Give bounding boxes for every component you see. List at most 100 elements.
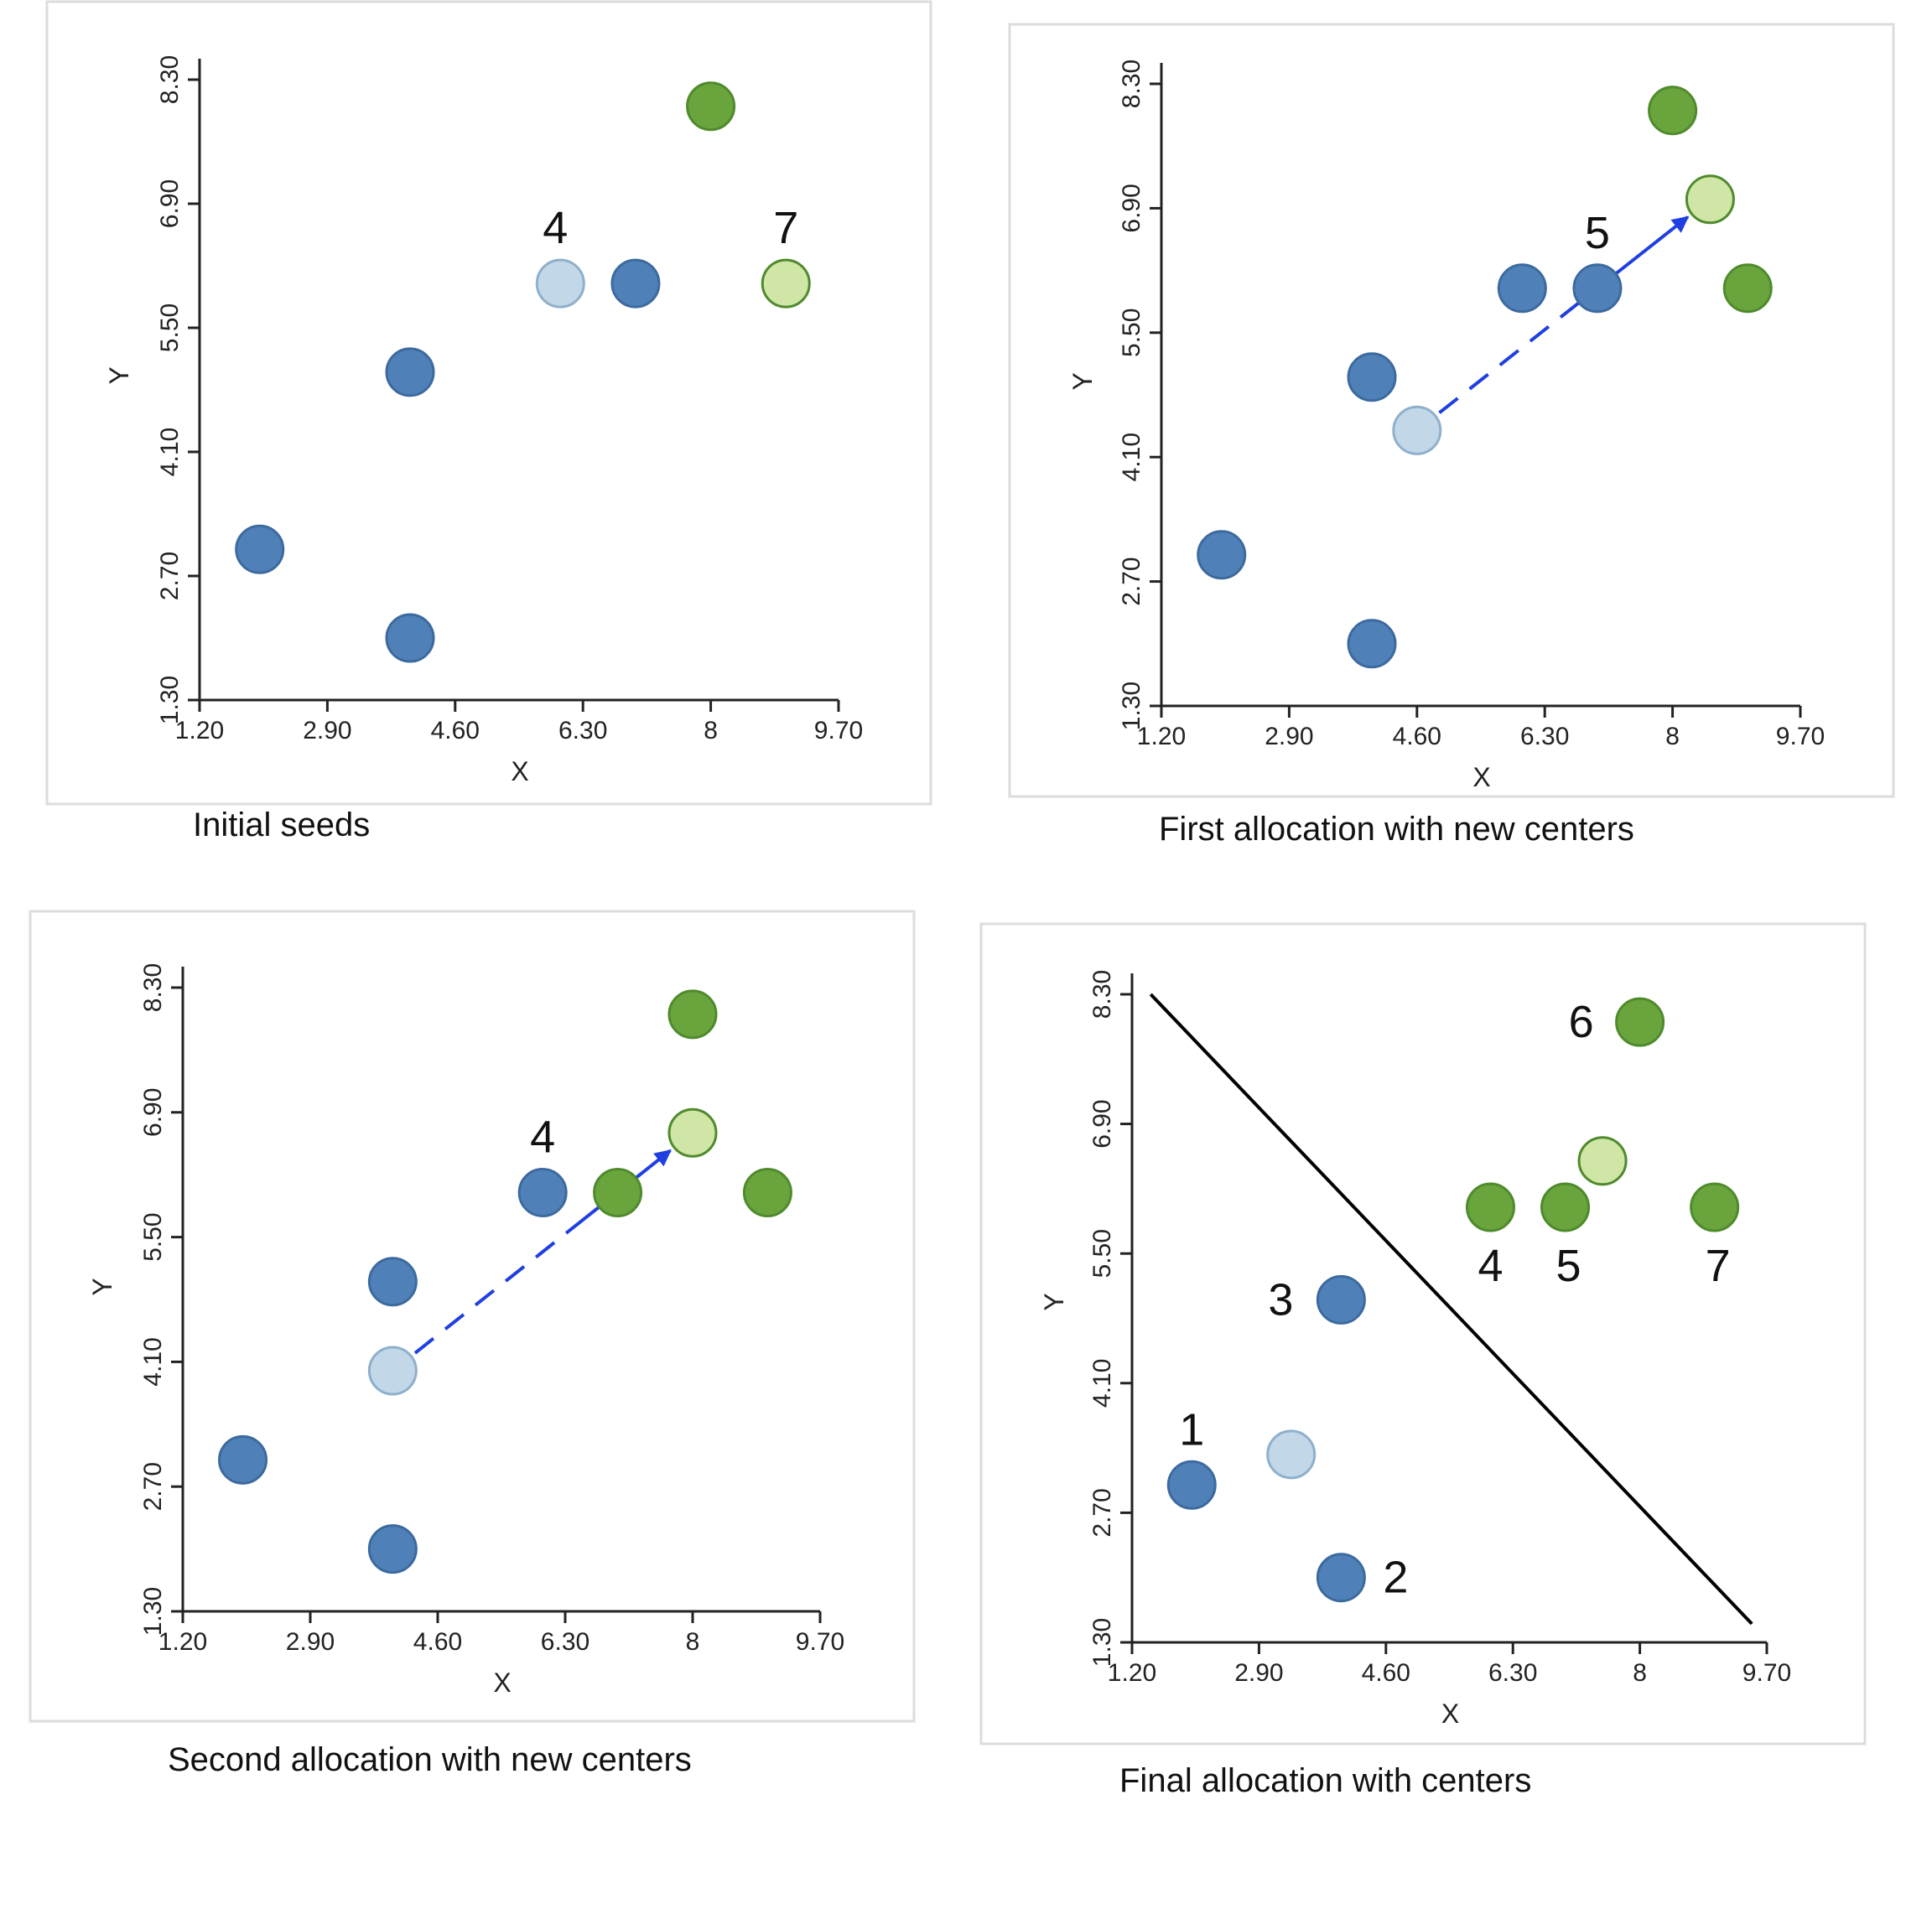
- y-tick-label: 5.50: [1088, 1229, 1116, 1278]
- y-axis-label: Y: [104, 366, 134, 384]
- y-tick-label: 6.90: [1118, 184, 1145, 232]
- point-label: 5: [1585, 208, 1610, 258]
- y-tick-label: 4.10: [156, 428, 184, 476]
- data-point-blue: [367, 1524, 418, 1574]
- data-point-blue: [385, 613, 435, 663]
- data-point-blue: [1166, 1460, 1217, 1510]
- panel-caption: Initial seeds: [193, 807, 370, 843]
- y-tick-label: 4.10: [139, 1337, 167, 1386]
- data-point-green: [1465, 1182, 1515, 1232]
- panel-frame: [1008, 23, 1895, 798]
- center-shift-arrow-dashed: [1438, 293, 1590, 414]
- x-tick-label: 9.70: [1742, 1659, 1791, 1687]
- data-point-blue: [1347, 619, 1397, 669]
- point-label: 7: [1706, 1241, 1731, 1291]
- point-label: 4: [1478, 1241, 1503, 1291]
- panel-second-allocation: 1.20 2.90 4.60 6.30 8 9.70 1.30 2.70 4.10 5.50 6.9…: [29, 910, 916, 1778]
- x-axis-label: X: [1441, 1699, 1459, 1729]
- center-shift-arrow-dashed: [413, 1230, 569, 1355]
- data-point-green: [1615, 997, 1665, 1047]
- x-tick-label: 1.20: [158, 1628, 207, 1656]
- y-axis-label: Y: [1067, 372, 1098, 390]
- cluster-divider-line: [1149, 993, 1753, 1626]
- x-tick-label: 2.90: [286, 1628, 335, 1656]
- x-tick-label: 2.90: [303, 717, 351, 744]
- panel-caption: Final allocation with centers: [1119, 1762, 1531, 1799]
- point-label: 4: [543, 203, 568, 253]
- data-point-blue: [1316, 1274, 1366, 1325]
- x-axis-label: X: [493, 1668, 511, 1698]
- data-point-blue: [1572, 263, 1623, 314]
- x-tick-label: 4.60: [413, 1628, 462, 1656]
- point-label: 1: [1179, 1404, 1204, 1455]
- x-tick-label: 6.30: [1488, 1659, 1537, 1687]
- data-point-light-blue: [535, 258, 585, 309]
- x-tick-label: 9.70: [1776, 723, 1825, 750]
- y-tick-label: 4.10: [1118, 433, 1145, 481]
- data-point-green: [1690, 1182, 1740, 1232]
- x-tick-label: 1.20: [175, 717, 224, 744]
- y-tick-label: 6.90: [1088, 1099, 1116, 1148]
- y-tick-label: 8.30: [1088, 970, 1116, 1019]
- x-tick-label: 8: [1633, 1659, 1647, 1687]
- y-tick-label: 1.30: [139, 1587, 167, 1636]
- panel-caption: First allocation with new centers: [1159, 811, 1634, 848]
- panel-first-allocation: 1.20 2.90 4.60 6.30 8 9.70 1.30 2.70 4.10 5.50 6.9…: [1008, 23, 1895, 848]
- x-tick-label: 4.60: [1362, 1659, 1410, 1687]
- data-point-green: [593, 1167, 643, 1217]
- data-point-blue: [1347, 352, 1397, 402]
- y-tick-label: 6.90: [139, 1088, 167, 1137]
- data-point-green: [742, 1167, 792, 1217]
- y-tick-label: 6.90: [156, 179, 184, 228]
- data-point-blue: [235, 524, 285, 574]
- x-tick-label: 2.90: [1234, 1659, 1283, 1687]
- y-tick-label: 2.70: [156, 552, 184, 600]
- data-point-green: [1722, 263, 1773, 314]
- data-point-green: [667, 989, 718, 1040]
- y-axis-label: Y: [1039, 1293, 1069, 1310]
- y-tick-label: 2.70: [139, 1462, 167, 1511]
- data-point-light-blue: [367, 1346, 418, 1396]
- data-point-light-green: [1577, 1136, 1628, 1186]
- x-tick-label: 6.30: [558, 717, 607, 744]
- y-tick-label: 1.30: [1088, 1618, 1116, 1667]
- data-point-blue: [1497, 263, 1547, 314]
- y-tick-label: 2.70: [1118, 557, 1145, 605]
- x-tick-label: 1.20: [1137, 723, 1186, 750]
- x-tick-label: 2.90: [1265, 723, 1313, 750]
- x-tick-label: 6.30: [541, 1628, 589, 1656]
- panel-caption: Second allocation with new centers: [168, 1741, 692, 1778]
- x-axis-label: X: [511, 756, 528, 786]
- data-point-light-green: [1685, 174, 1735, 225]
- y-tick-label: 8.30: [1118, 60, 1145, 108]
- x-axis-label: X: [1472, 762, 1490, 792]
- data-point-blue: [385, 347, 435, 397]
- data-point-blue: [610, 258, 661, 309]
- point-label: 6: [1569, 997, 1594, 1047]
- x-tick-label: 8: [1665, 723, 1680, 750]
- y-tick-label: 8.30: [156, 55, 184, 104]
- y-tick-label: 5.50: [1118, 309, 1145, 357]
- point-label: 4: [530, 1112, 555, 1162]
- data-point-green: [1648, 86, 1698, 136]
- x-tick-label: 8: [686, 1628, 700, 1656]
- x-tick-label: 1.20: [1108, 1659, 1156, 1687]
- data-point-green: [1540, 1182, 1591, 1232]
- data-point-blue: [517, 1167, 568, 1217]
- data-point-blue: [1316, 1553, 1366, 1603]
- data-point-light-green: [667, 1107, 718, 1158]
- y-axis-label: Y: [87, 1278, 117, 1295]
- data-point-light-blue: [1266, 1429, 1317, 1480]
- point-label: 5: [1556, 1241, 1581, 1291]
- y-tick-label: 5.50: [156, 303, 184, 352]
- x-tick-label: 4.60: [1393, 723, 1441, 750]
- y-tick-label: 8.30: [139, 963, 167, 1012]
- y-tick-label: 1.30: [156, 676, 184, 724]
- x-tick-label: 9.70: [814, 717, 863, 744]
- data-point-blue: [218, 1434, 268, 1485]
- point-label: 7: [773, 203, 798, 253]
- panel-frame: [45, 0, 932, 806]
- y-tick-label: 1.30: [1118, 682, 1145, 730]
- data-point-blue: [367, 1257, 418, 1307]
- data-point-blue: [1197, 530, 1247, 580]
